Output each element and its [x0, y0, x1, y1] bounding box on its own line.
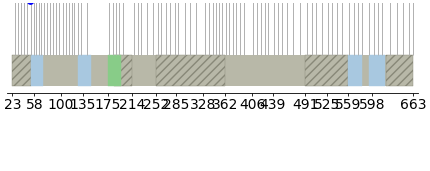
Bar: [108, 55, 121, 86]
Bar: [12, 55, 31, 86]
Bar: [12, 55, 413, 86]
Bar: [31, 55, 43, 86]
Point: [27, 0, 34, 3]
Bar: [156, 55, 224, 86]
Bar: [348, 55, 362, 86]
Bar: [305, 55, 348, 86]
Bar: [114, 55, 132, 86]
Bar: [78, 55, 91, 86]
Bar: [386, 55, 413, 86]
Bar: [369, 55, 385, 86]
